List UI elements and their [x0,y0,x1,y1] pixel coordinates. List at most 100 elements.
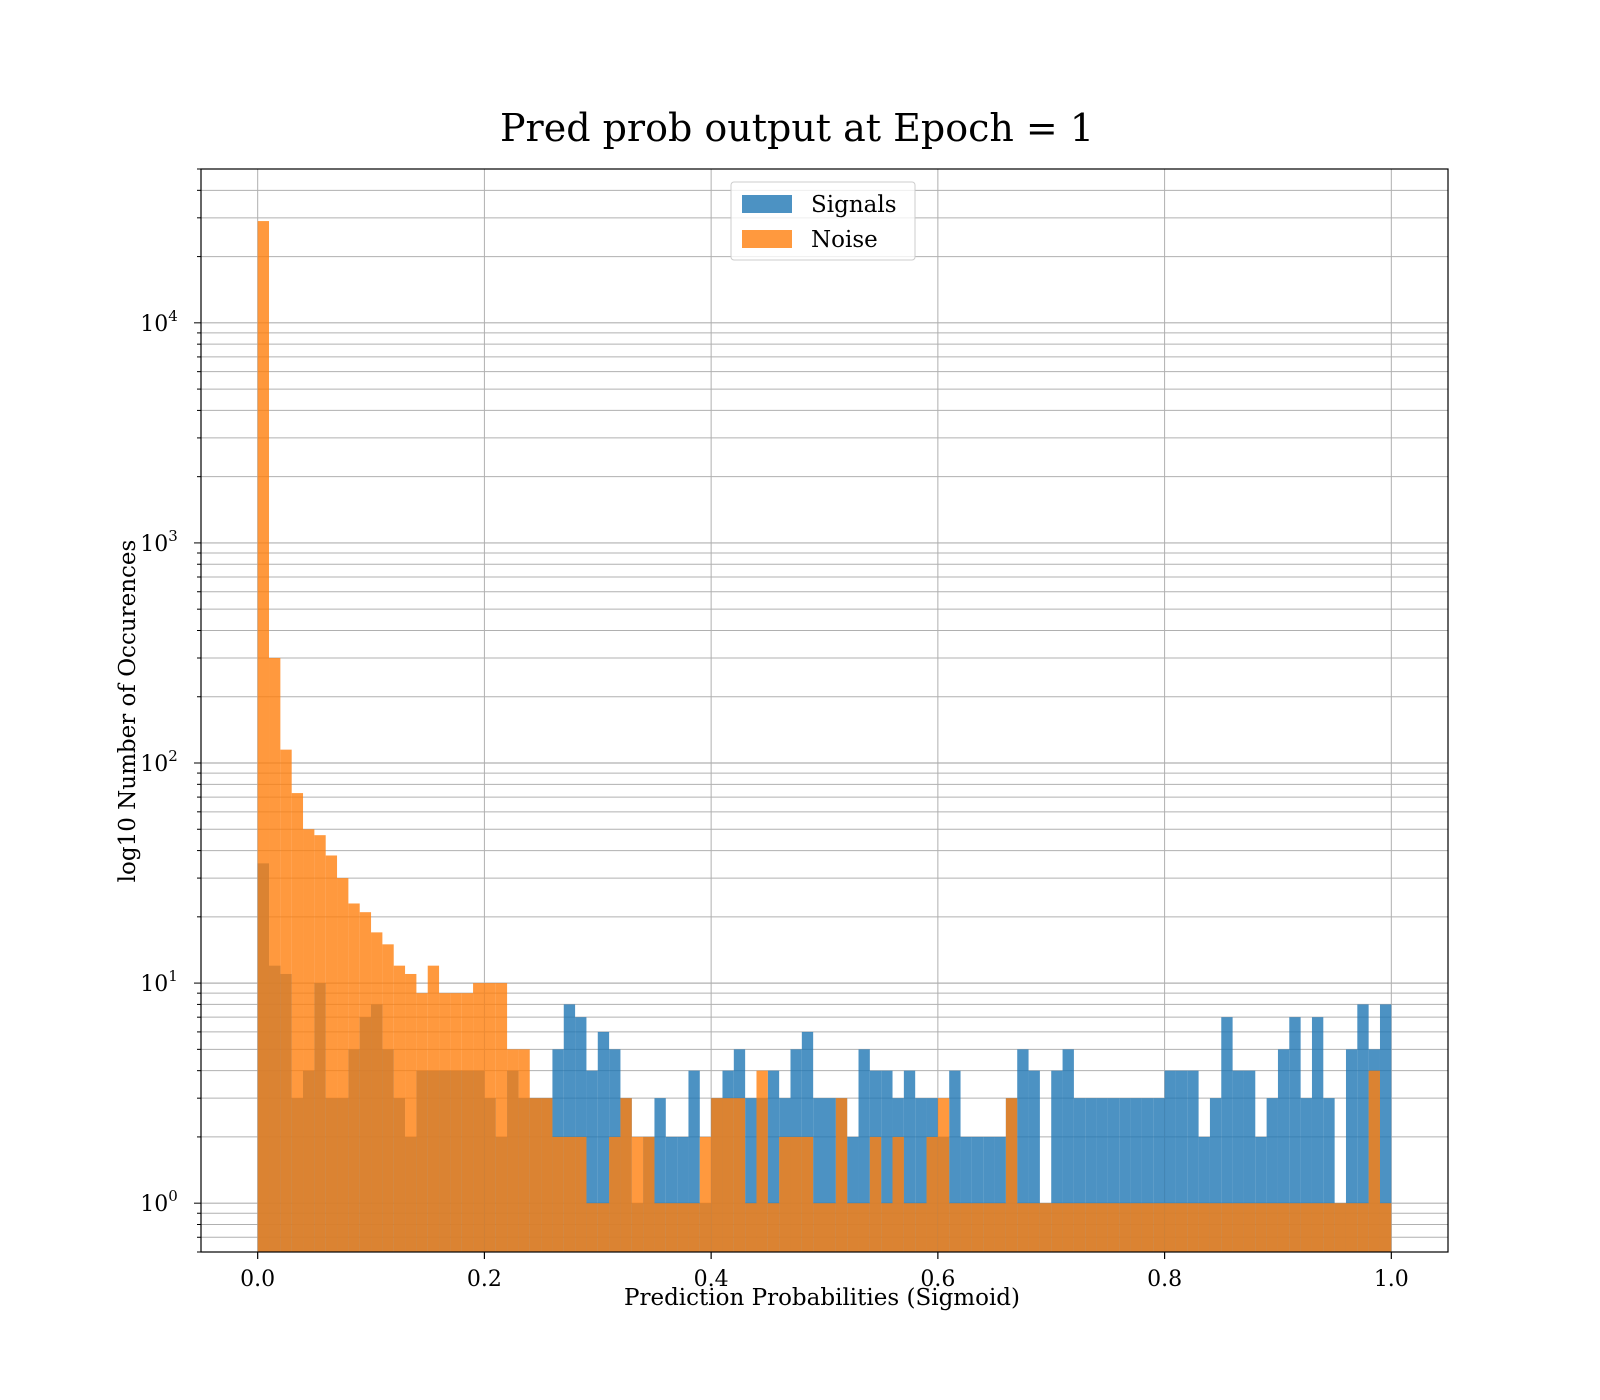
noise-bar [1153,1203,1165,1252]
noise-bar [1017,1203,1029,1252]
signals-bar [677,1136,689,1252]
x-tick-label: 1.0 [1374,1267,1409,1292]
signals-bar [597,1031,610,1252]
signals-bar [586,1070,598,1252]
noise-bar [473,983,485,1252]
signals-bar [1141,1098,1154,1252]
signals-bar [1085,1098,1097,1252]
noise-bar [767,1203,780,1252]
noise-bar [813,1203,825,1252]
noise-bar [654,1203,666,1252]
x-axis-ticks: 0.0 0.2 0.4 0.6 0.8 1.0 [240,1252,1409,1292]
signals-bar [1345,1049,1358,1252]
noise-bar [1323,1203,1335,1252]
legend-swatch-signals [742,195,792,213]
signals-bar [1255,1136,1267,1252]
signals-bar [1096,1098,1108,1252]
signals-bar [858,1049,870,1252]
noise-bar [405,973,417,1252]
noise-bar [847,1203,859,1252]
signals-bar [688,1070,700,1252]
noise-bar [1175,1203,1188,1252]
axes-frame [200,168,1449,1253]
noise-bar [1379,1203,1392,1252]
noise-bar [1311,1203,1324,1252]
noise-bar [563,1136,576,1252]
signals-bar [575,1017,587,1252]
signals-bar [1277,1049,1290,1252]
noise-bar [609,1136,621,1252]
noise-bar [926,1136,938,1252]
noise-bar [915,1203,927,1252]
noise-bar [280,749,292,1252]
signals-bar [1153,1098,1165,1252]
signals-bar [813,1098,825,1252]
noise-bar [790,1136,802,1252]
noise-bar [507,1049,519,1252]
noise-bar [1209,1203,1222,1252]
noise-bar [1096,1203,1108,1252]
noise-bar [1062,1203,1074,1252]
noise-bar [450,993,462,1252]
signals-bar [983,1136,995,1252]
signals-bar [1130,1098,1142,1252]
noise-bar [1277,1203,1290,1252]
y-tick-label: 101 [140,967,178,997]
noise-bar [1243,1203,1256,1252]
noise-bar [325,855,338,1252]
noise-bar [1232,1203,1244,1252]
noise-bar [779,1136,791,1252]
noise-bar [552,1136,564,1252]
noise-bar [745,1203,757,1252]
signals-bar [1357,1004,1369,1252]
noise-bar [371,932,383,1252]
noise-bar [677,1203,689,1252]
chart-title: Pred prob output at Epoch = 1 [500,106,1094,150]
noise-bar [892,1136,904,1252]
signals-bar [1323,1098,1335,1252]
noise-bar [1039,1203,1052,1252]
noise-bar [631,1136,644,1252]
signals-bar [1073,1098,1086,1252]
noise-bar [303,829,315,1252]
noise-bar [903,1203,916,1252]
noise-bar [337,878,349,1252]
y-tick-label: 103 [140,527,178,557]
noise-bar [960,1203,972,1252]
x-tick-label: 0.8 [1147,1267,1182,1292]
signals-bar [1232,1070,1244,1252]
noise-bar [1085,1203,1097,1252]
noise-bar [1221,1203,1233,1252]
signals-bar [1187,1070,1199,1252]
noise-bar [699,1136,712,1252]
noise-bar [393,965,406,1252]
noise-bar [1357,1203,1369,1252]
signals-bar [1379,1004,1392,1252]
noise-bar [1141,1203,1154,1252]
noise-bar [643,1136,655,1252]
signals-bar [767,1070,780,1252]
noise-bar [461,993,474,1252]
x-tick-label: 0.4 [694,1267,729,1292]
noise-bar [427,965,440,1252]
y-tick-label: 104 [140,307,178,337]
noise-bar [586,1203,598,1252]
noise-bar [1187,1203,1199,1252]
signals-bar [847,1136,859,1252]
noise-bar [983,1203,995,1252]
x-tick-label: 0.2 [467,1267,502,1292]
signals-bar [915,1098,927,1252]
y-axis-ticks: 100 101 102 103 104 [140,168,201,1253]
noise-bar [949,1203,961,1252]
noise-bar [1028,1203,1040,1252]
noise-bar [1289,1203,1301,1252]
noise-bar [722,1098,734,1252]
noise-bars [257,221,1392,1252]
noise-bar [1266,1203,1278,1252]
noise-bar [835,1098,848,1252]
signals-bar [654,1098,666,1252]
y-tick-label: 102 [140,747,178,777]
noise-bar [1107,1203,1120,1252]
y-tick-label: 100 [140,1187,178,1217]
noise-bar [1005,1098,1018,1252]
